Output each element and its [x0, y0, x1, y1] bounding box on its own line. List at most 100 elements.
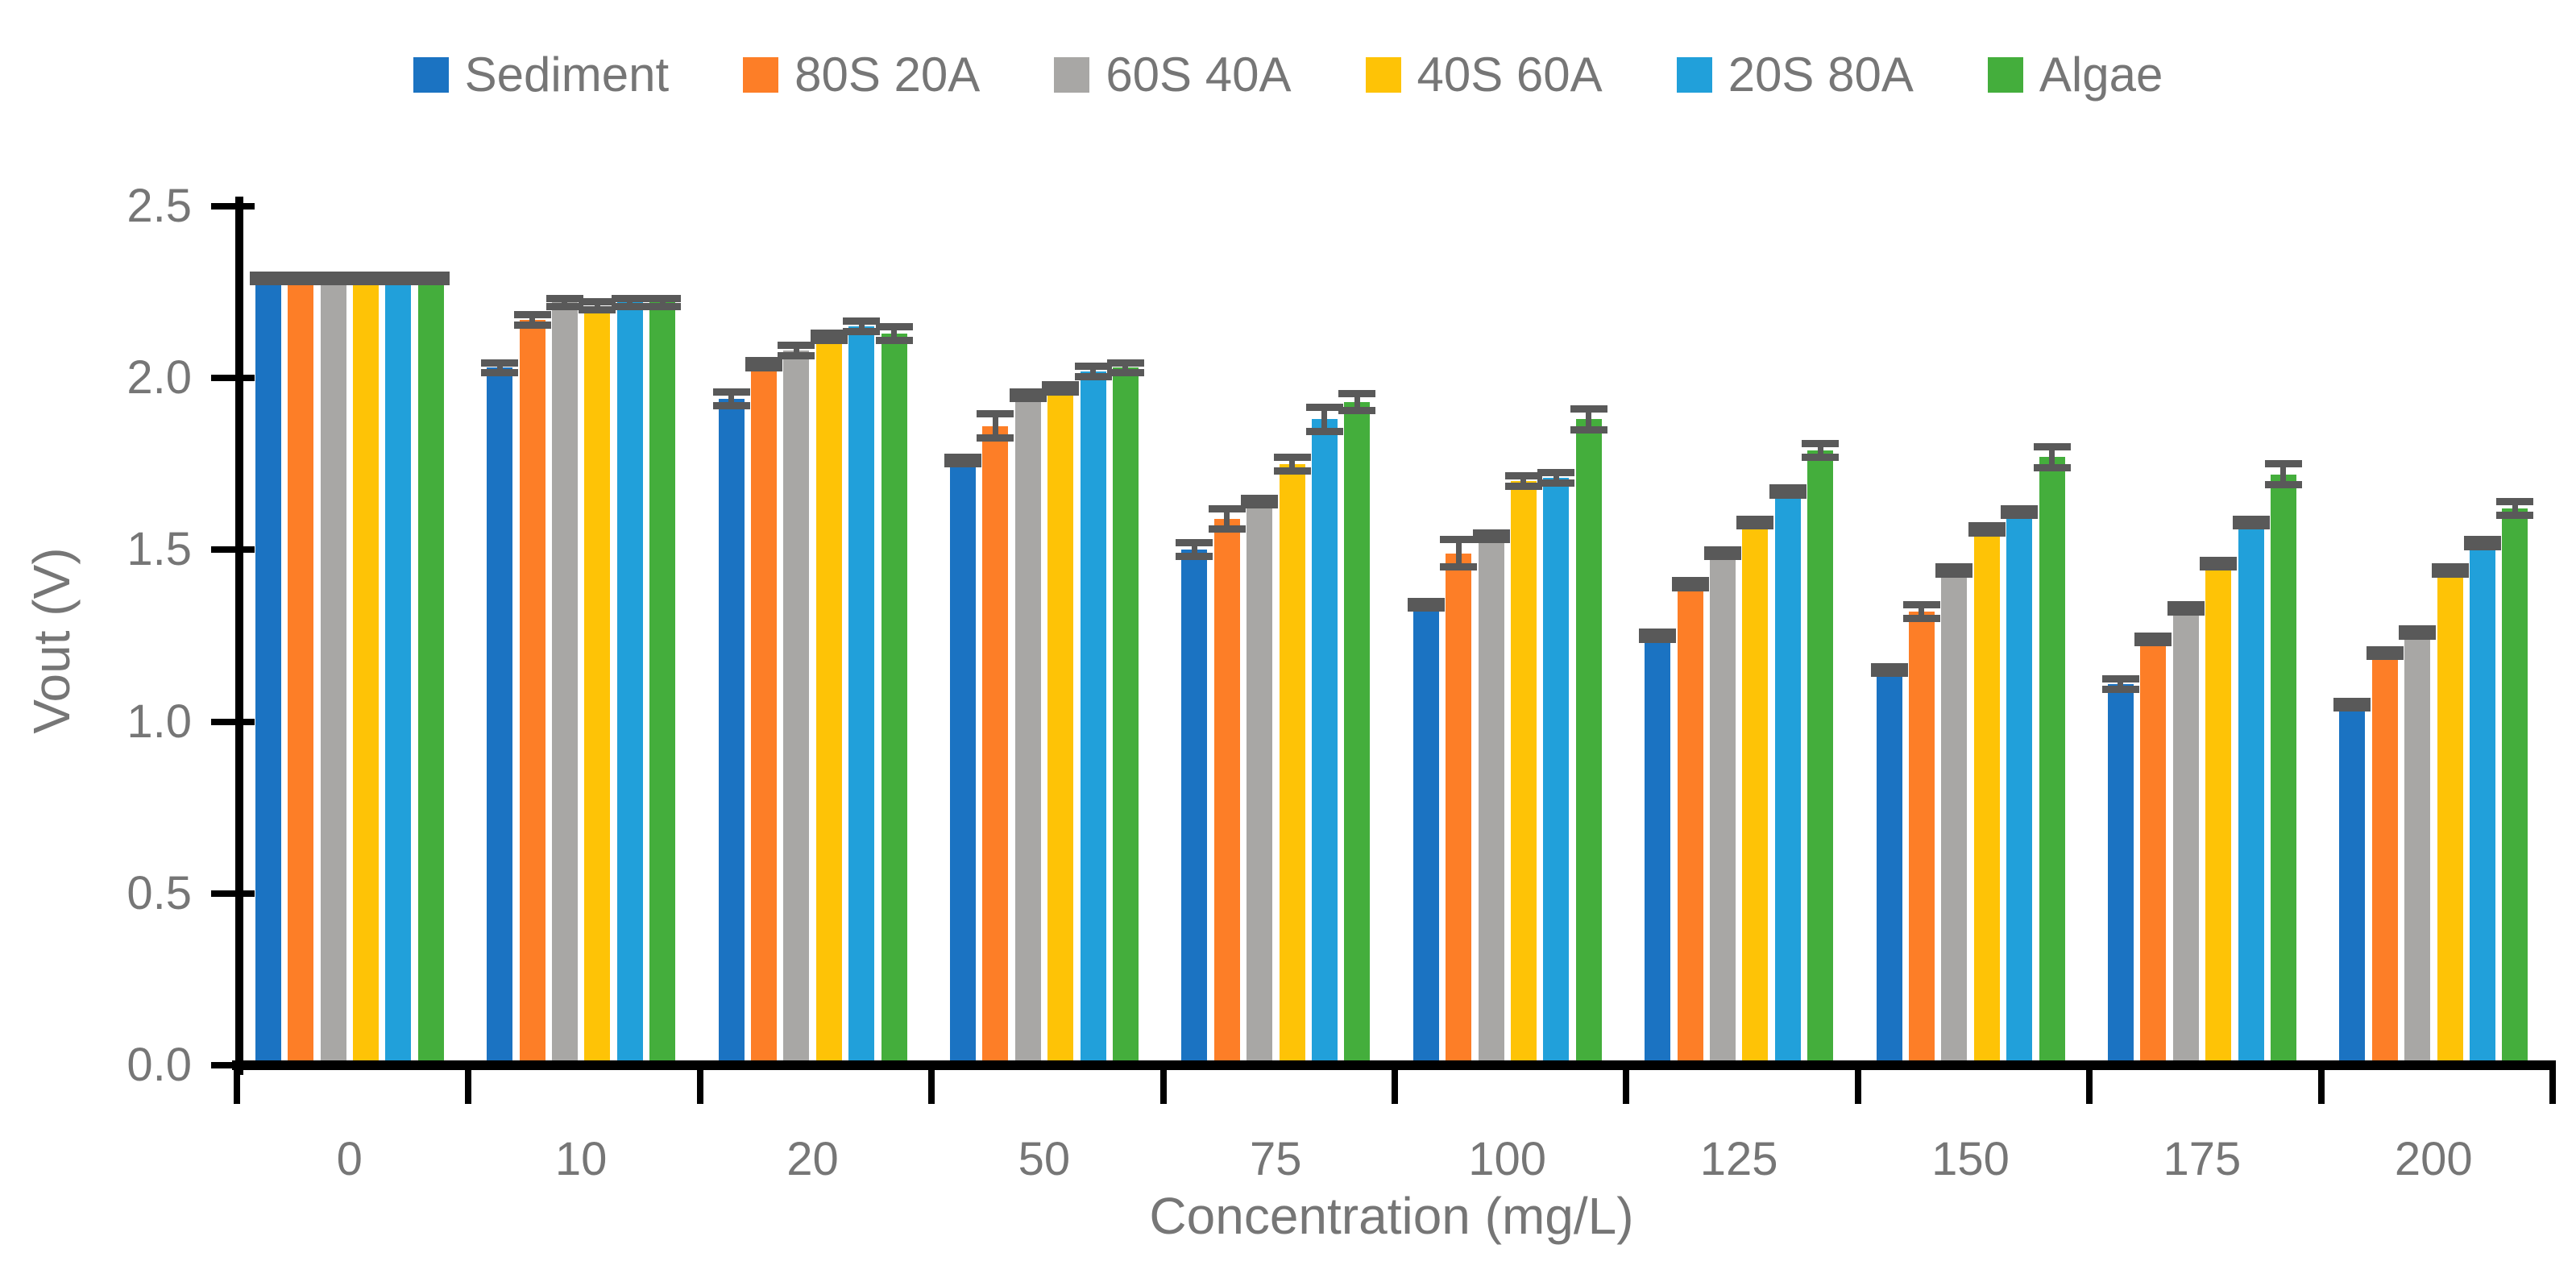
- error-bar-cap: [2496, 498, 2534, 506]
- bar: [881, 333, 907, 1068]
- bar: [1510, 481, 1537, 1068]
- bar: [1247, 501, 1273, 1068]
- error-bar-cap: [1802, 439, 1840, 447]
- error-bar-cap: [1407, 604, 1445, 612]
- error-bar-stem: [891, 326, 897, 341]
- bar: [1876, 670, 1902, 1068]
- error-bar-cap: [1106, 359, 1144, 367]
- legend-label: 40S 60A: [1417, 48, 1603, 102]
- error-bar-stem: [627, 298, 633, 307]
- error-bar-cap: [2333, 697, 2371, 705]
- bar: [2140, 639, 2167, 1068]
- error-bar-stem: [1817, 443, 1823, 458]
- x-axis-title: Concentration (mg/L): [1149, 1187, 1634, 1245]
- error-bar-cap: [1305, 403, 1343, 411]
- error-bar-cap: [778, 351, 815, 359]
- legend-item: 40S 60A: [1365, 48, 1603, 102]
- error-bar-cap: [2431, 563, 2469, 571]
- error-bar-cap: [1537, 479, 1575, 487]
- bar: [1213, 519, 1240, 1068]
- error-bar-cap: [513, 310, 551, 318]
- error-bar-cap: [513, 321, 551, 329]
- category-label: 50: [1018, 1133, 1071, 1185]
- bar: [551, 302, 578, 1068]
- error-bar-cap: [1802, 453, 1840, 461]
- error-bar-cap: [412, 271, 450, 279]
- y-tick-label: 0.0: [127, 1039, 192, 1091]
- error-bar-cap: [2001, 504, 2039, 512]
- bar: [1575, 419, 1602, 1068]
- y-tick-label: 1.5: [127, 523, 192, 576]
- bar: [750, 364, 777, 1068]
- error-bar-cap: [944, 460, 981, 468]
- error-bar-cap: [380, 278, 417, 286]
- error-bar-cap: [1671, 583, 1709, 591]
- error-bar-cap: [249, 271, 287, 279]
- bar: [1807, 450, 1834, 1068]
- bar: [1709, 553, 1736, 1068]
- error-bar-stem: [2280, 463, 2287, 485]
- error-bar-cap: [2200, 563, 2238, 571]
- error-bar-cap: [1338, 407, 1376, 415]
- error-bar-cap: [2167, 608, 2205, 616]
- bar: [783, 351, 810, 1068]
- category-label: 150: [1931, 1133, 2010, 1185]
- error-bar-cap: [1736, 522, 1774, 530]
- error-bar-cap: [2101, 674, 2139, 682]
- error-bar-cap: [745, 363, 782, 371]
- error-bar-cap: [2366, 653, 2404, 661]
- error-bar-cap: [380, 271, 417, 279]
- error-bar-stem: [594, 301, 600, 310]
- error-bar-cap: [1935, 570, 1973, 578]
- error-bar-stem: [1520, 475, 1527, 487]
- error-bar-stem: [1224, 508, 1230, 529]
- error-bar-stem: [1553, 472, 1559, 483]
- bar: [1543, 477, 1570, 1068]
- bar: [2339, 704, 2366, 1068]
- bar: [1973, 529, 2000, 1068]
- bar: [1478, 536, 1504, 1068]
- error-bar-cap: [1440, 563, 1478, 571]
- bar: [320, 278, 346, 1068]
- bar: [2502, 508, 2528, 1068]
- error-bar-stem: [2049, 446, 2055, 468]
- bar: [255, 278, 281, 1068]
- error-bar-cap: [579, 306, 616, 314]
- error-bar-stem: [1455, 539, 1462, 567]
- error-bar-cap: [1176, 553, 1213, 561]
- error-bar-cap: [2200, 556, 2238, 564]
- error-bar-cap: [1208, 525, 1246, 533]
- error-bar-cap: [1241, 494, 1279, 502]
- error-bar-cap: [545, 294, 583, 302]
- error-bar-stem: [1289, 457, 1295, 471]
- bar: [1412, 604, 1439, 1068]
- bar: [1181, 550, 1208, 1068]
- bar: [2107, 683, 2134, 1068]
- error-bar-cap: [1968, 522, 2006, 530]
- error-bar-cap: [644, 294, 682, 302]
- error-bar-cap: [2033, 463, 2071, 471]
- legend-item: 60S 40A: [1054, 51, 1292, 99]
- bar: [1047, 388, 1074, 1068]
- bar: [2006, 512, 2033, 1068]
- error-bar-cap: [1241, 501, 1279, 509]
- error-bar-cap: [282, 278, 320, 286]
- error-bar-cap: [1504, 483, 1542, 491]
- x-tick: [1854, 1065, 1861, 1104]
- x-tick: [696, 1065, 703, 1104]
- error-bar-cap: [2431, 570, 2469, 578]
- legend-label: 80S 20A: [794, 48, 981, 102]
- error-bar-cap: [875, 336, 913, 344]
- legend-swatch-icon: [413, 57, 449, 93]
- bar: [616, 302, 643, 1068]
- bar: [2172, 608, 2199, 1068]
- error-bar-cap: [346, 271, 384, 279]
- bar: [1080, 371, 1106, 1068]
- error-bar-cap: [611, 303, 649, 310]
- error-bar-cap: [1570, 405, 1607, 413]
- bar: [1645, 636, 1671, 1068]
- error-bar-cap: [2232, 515, 2270, 523]
- error-bar-stem: [728, 392, 734, 406]
- y-tick-label: 2.0: [127, 351, 192, 405]
- error-bar-cap: [1176, 539, 1213, 547]
